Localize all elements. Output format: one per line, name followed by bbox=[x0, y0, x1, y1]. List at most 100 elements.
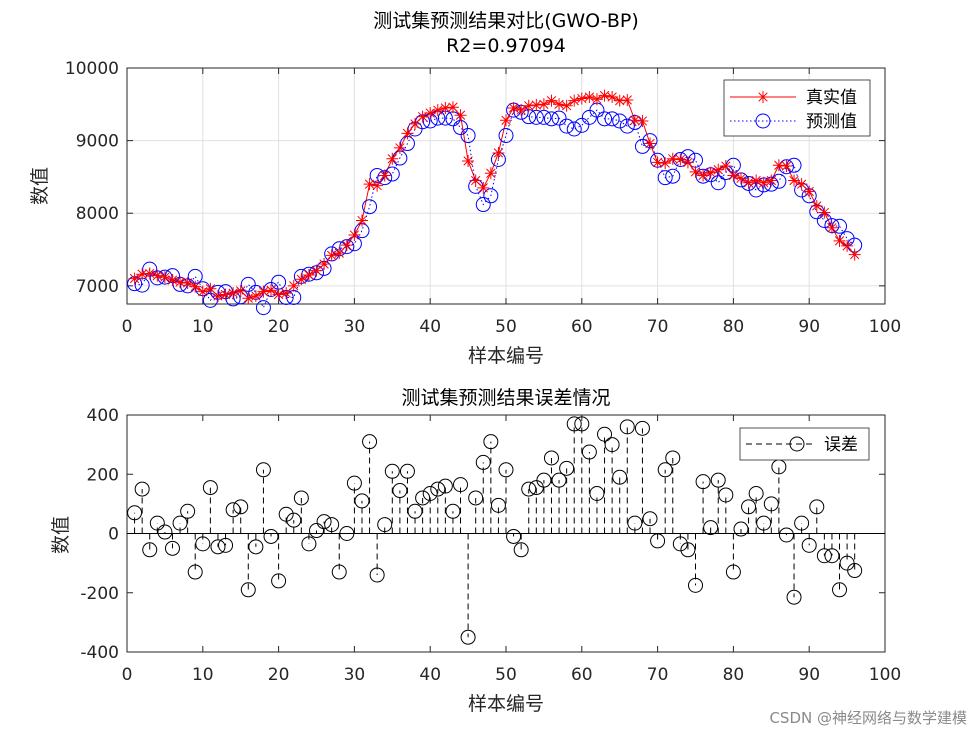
true-value-point bbox=[355, 214, 368, 227]
error-point bbox=[210, 539, 226, 555]
true-value-point bbox=[431, 104, 444, 117]
true-value-point bbox=[287, 279, 300, 292]
top-series bbox=[127, 89, 863, 316]
error-point bbox=[680, 542, 696, 558]
true-value-point bbox=[204, 282, 217, 295]
error-point bbox=[445, 503, 461, 519]
true-value-point bbox=[530, 99, 543, 112]
true-value-point bbox=[469, 174, 482, 187]
legend-true-marker bbox=[757, 91, 769, 103]
true-value-point bbox=[234, 284, 247, 297]
error-point bbox=[809, 499, 825, 515]
true-value-point bbox=[378, 169, 391, 182]
top-axes: 0 10 20 30 40 50 60 70 80 90 100 7000 8000 9000 10000 bbox=[65, 59, 901, 337]
error-point bbox=[710, 472, 726, 488]
error-point bbox=[665, 450, 681, 466]
predicted-value-point bbox=[483, 188, 499, 204]
true-value-point bbox=[583, 91, 596, 104]
error-point bbox=[725, 564, 741, 580]
true-value-point bbox=[825, 221, 838, 234]
error-point bbox=[778, 527, 794, 543]
predicted-value-point bbox=[566, 121, 582, 137]
true-value-point bbox=[158, 271, 171, 284]
top-chart-subtitle: R2=0.97094 bbox=[446, 35, 566, 57]
predicted-value-point bbox=[832, 218, 848, 234]
true-value-point bbox=[810, 199, 823, 212]
top-y-axis-label: 数值 bbox=[29, 167, 51, 205]
error-point bbox=[240, 582, 256, 598]
predicted-value-point bbox=[453, 120, 469, 136]
true-value-point bbox=[151, 269, 164, 282]
predicted-value-point bbox=[695, 168, 711, 184]
error-point bbox=[293, 490, 309, 506]
true-value-point bbox=[613, 94, 626, 107]
bottom-y-tick-label: 0 bbox=[108, 525, 119, 545]
true-value-point bbox=[211, 290, 224, 303]
true-value-point bbox=[363, 178, 376, 191]
error-point bbox=[642, 511, 658, 527]
error-point bbox=[255, 462, 271, 478]
predicted-value-point bbox=[384, 166, 400, 182]
error-point bbox=[672, 536, 688, 552]
error-point bbox=[187, 564, 203, 580]
top-legend-box bbox=[723, 79, 871, 137]
error-point bbox=[718, 487, 734, 503]
error-point bbox=[490, 497, 506, 513]
error-point bbox=[271, 573, 287, 589]
error-point bbox=[301, 536, 317, 552]
predicted-value-point bbox=[771, 173, 787, 189]
true-value-point bbox=[621, 93, 634, 106]
true-value-point bbox=[492, 146, 505, 159]
true-value-point bbox=[477, 181, 490, 194]
true-value-point bbox=[310, 264, 323, 277]
true-value-point bbox=[371, 179, 384, 192]
error-point bbox=[581, 444, 597, 460]
error-point bbox=[286, 512, 302, 528]
error-point bbox=[369, 567, 385, 583]
error-point bbox=[195, 536, 211, 552]
bottom-x-tick-label: 70 bbox=[647, 665, 669, 685]
true-value-point bbox=[484, 167, 497, 180]
error-point bbox=[824, 548, 840, 564]
error-point bbox=[331, 564, 347, 580]
error-point bbox=[180, 503, 196, 519]
error-point bbox=[801, 537, 817, 553]
true-value-point bbox=[537, 98, 550, 111]
true-value-point bbox=[318, 258, 331, 271]
true-value-point bbox=[166, 274, 179, 287]
bottom-x-tick-label: 20 bbox=[268, 665, 290, 685]
true-value-point bbox=[788, 174, 801, 187]
true-value-point bbox=[848, 248, 861, 261]
error-point bbox=[218, 537, 234, 553]
true-value-point bbox=[545, 94, 558, 107]
predicted-value-point bbox=[460, 128, 476, 144]
predicted-value-point bbox=[240, 276, 256, 292]
true-value-point bbox=[181, 276, 194, 289]
error-point bbox=[634, 420, 650, 436]
error-point bbox=[816, 548, 832, 564]
true-value-point bbox=[833, 234, 846, 247]
true-value-point bbox=[348, 229, 361, 242]
true-value-point bbox=[136, 268, 149, 281]
error-point bbox=[551, 472, 567, 488]
error-point bbox=[703, 520, 719, 536]
true-value-point bbox=[189, 280, 202, 293]
true-value-point bbox=[302, 268, 315, 281]
error-point bbox=[688, 577, 703, 593]
legend-pred-marker bbox=[755, 113, 771, 129]
true-value-point bbox=[280, 287, 293, 300]
true-value-point bbox=[734, 172, 747, 185]
top-legend: 真实值 预测值 bbox=[723, 79, 871, 137]
top-y-tick-label: 8000 bbox=[76, 204, 119, 224]
error-point bbox=[309, 523, 324, 539]
bottom-x-tick-label: 90 bbox=[798, 665, 820, 685]
true-value-point bbox=[704, 166, 717, 179]
true-value-point bbox=[636, 115, 649, 128]
error-point bbox=[513, 542, 529, 558]
true-value-point bbox=[333, 247, 346, 260]
predicted-value-point bbox=[559, 118, 575, 134]
error-point bbox=[172, 515, 188, 531]
error-point bbox=[407, 503, 423, 519]
true-value-point bbox=[666, 152, 679, 165]
bottom-x-tick-label: 60 bbox=[571, 665, 593, 685]
